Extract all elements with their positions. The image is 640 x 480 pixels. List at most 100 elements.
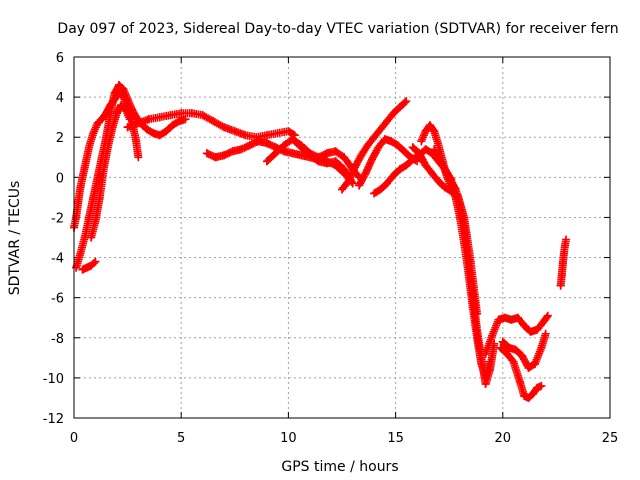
x-axis-label: GPS time / hours [281,459,398,475]
y-tick-label: -8 [51,332,64,347]
data-point [400,147,409,156]
data-points [70,81,571,402]
data-point [80,163,89,172]
data-point [142,125,151,134]
data-point [363,141,372,150]
data-point [125,115,134,124]
data-point [515,377,524,386]
data-point [228,147,237,156]
data-point [220,123,229,132]
data-point [322,149,331,158]
data-point [331,147,340,156]
plot-frame [73,56,611,419]
y-tick-label: -2 [51,211,64,226]
data-point [434,177,443,186]
data-point [89,129,98,138]
data-point [104,141,113,150]
data-point [466,257,475,266]
data-point [134,119,143,128]
data-point [123,95,132,104]
data-point [500,313,509,322]
data-point [520,391,529,400]
data-point [494,315,503,324]
data-point [389,171,398,180]
data-point [408,155,417,164]
series-track-5 [123,109,299,142]
data-point [262,157,271,166]
data-point [389,109,398,118]
data-point [528,389,537,398]
data-point [505,343,514,352]
data-point [187,109,196,118]
data-point [82,263,91,272]
data-point [562,235,571,244]
data-point [518,351,527,360]
data-point [132,137,141,146]
data-point [533,325,542,334]
y-tick-label: 4 [56,91,64,106]
data-point [112,109,121,118]
data-point [402,161,411,170]
data-point [119,85,128,94]
data-point [402,97,411,106]
data-point [284,127,293,136]
data-point [331,157,340,166]
data-point [78,265,87,274]
series-track-14 [408,143,482,318]
series-track-4 [87,101,134,242]
data-point [370,189,379,198]
data-point [541,329,550,338]
series-track-17 [498,329,550,372]
data-point [368,155,377,164]
data-point [297,143,306,152]
data-point [430,145,439,154]
series-track-9 [338,97,411,194]
data-point [100,163,109,172]
data-point [417,137,426,146]
data-point [428,169,437,178]
data-point [481,379,490,388]
y-tick-label: 2 [56,131,64,146]
data-point [314,157,323,166]
data-point [376,185,385,194]
data-point [322,159,331,168]
data-point [344,177,353,186]
data-point [395,165,404,174]
data-point [271,149,280,158]
data-point [211,153,220,162]
data-point [473,325,482,334]
data-point [91,217,100,226]
data-point [355,181,364,190]
data-point [237,145,246,154]
series-track-2 [72,81,190,272]
data-point [559,249,568,258]
data-point [507,315,516,324]
y-tick-label: -12 [43,412,64,427]
data-point [393,141,402,150]
data-point [87,233,96,242]
x-tick-label: 0 [70,431,78,446]
data-point [496,343,505,352]
data-point [370,133,379,142]
data-point [503,349,512,358]
data-point [374,143,383,152]
data-point [123,123,132,132]
data-point [408,143,417,152]
data-point [155,131,164,140]
data-point [557,271,566,280]
data-point [340,165,349,174]
data-point [166,111,175,120]
data-point [425,121,434,130]
data-point [297,151,306,160]
data-point [288,149,297,158]
data-point [524,393,533,402]
y-tick-label: -6 [51,292,64,307]
data-point [434,153,443,162]
series-track-16 [496,343,546,402]
data-point [473,309,482,318]
data-point [262,139,271,148]
data-point [560,241,569,250]
data-point [85,213,94,222]
data-point [97,115,106,124]
